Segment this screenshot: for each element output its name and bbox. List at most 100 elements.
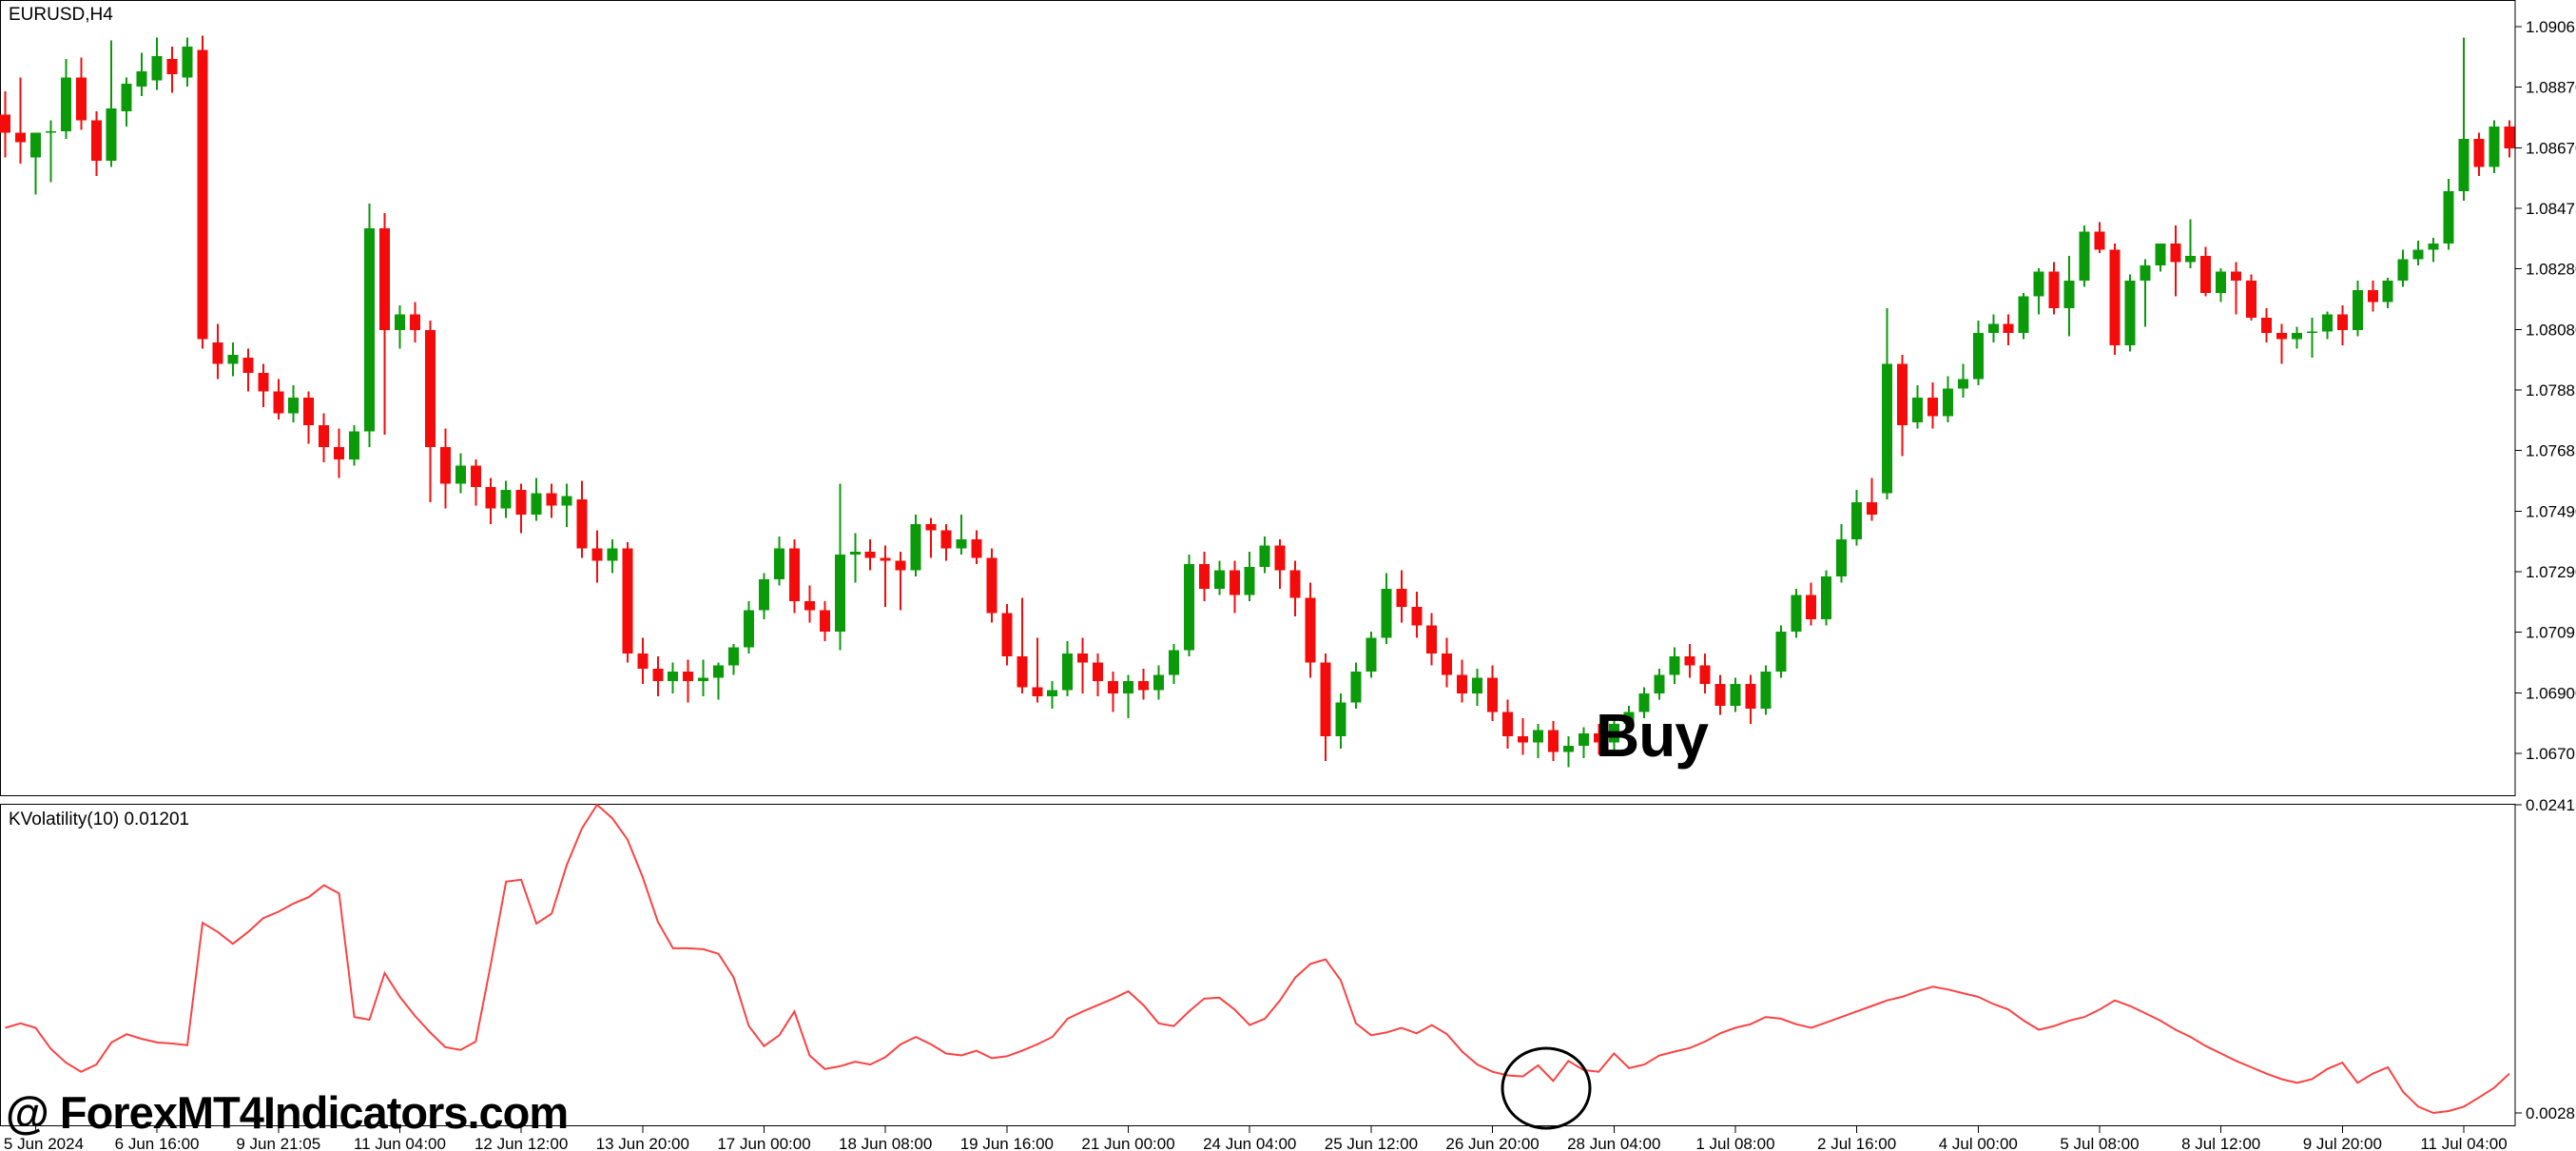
candle-body — [2170, 244, 2181, 263]
circle-annotation — [1501, 1046, 1592, 1130]
candle-body — [2489, 127, 2500, 167]
candle-body — [121, 83, 132, 112]
candle-body — [2246, 281, 2257, 318]
candle-body — [1198, 563, 1210, 589]
candle-body — [1882, 363, 1893, 494]
candle-body — [1987, 323, 1999, 334]
candle-body — [986, 557, 997, 614]
candle-body — [1289, 570, 1301, 598]
candle-body — [1032, 687, 1043, 697]
candle-body — [273, 391, 284, 414]
candle-body — [1867, 502, 1878, 516]
candle-body — [1108, 680, 1119, 693]
candle-body — [864, 551, 876, 558]
candle-body — [1851, 502, 1863, 540]
candle-body — [288, 398, 300, 414]
candle-body — [106, 107, 117, 161]
price-axis-label: 1.07885 — [2526, 381, 2576, 400]
candle-body — [1593, 732, 1604, 743]
candle-body — [424, 329, 436, 447]
candle-body — [1730, 684, 1741, 706]
candle-body — [1305, 597, 1316, 663]
candle-body — [2397, 259, 2409, 282]
candle-body — [29, 132, 41, 158]
candle-body — [45, 131, 56, 133]
candle-body — [227, 354, 239, 364]
candle-body — [1442, 653, 1453, 675]
candle-body — [455, 465, 466, 484]
candle-body — [698, 677, 709, 681]
candle-body — [2261, 317, 2273, 334]
candle-body — [2094, 231, 2105, 250]
candle-body — [1578, 732, 1589, 746]
time-axis-label: 13 Jun 20:00 — [596, 1135, 689, 1151]
candle-body — [1062, 653, 1074, 691]
candle-body — [713, 665, 725, 678]
candle-body — [1411, 607, 1423, 626]
candle-body — [1502, 712, 1514, 737]
candle-body — [212, 341, 223, 364]
candle-body — [819, 610, 830, 633]
candle-body — [1699, 665, 1711, 685]
price-axis-label: 1.07490 — [2526, 502, 2576, 520]
time-axis-label: 12 Jun 12:00 — [475, 1135, 568, 1151]
time-axis-label: 11 Jun 04:00 — [354, 1135, 446, 1151]
candle-body — [1138, 680, 1149, 691]
candle-body — [1183, 563, 1194, 651]
candle-body — [2200, 256, 2212, 294]
symbol-timeframe-label: EURUSD,H4 — [9, 5, 113, 25]
time-axis-label: 6 Jun 16:00 — [115, 1135, 200, 1151]
candle-body — [1942, 388, 1953, 417]
candle-body — [1152, 674, 1164, 691]
indicator-line — [5, 803, 2510, 1115]
price-axis-label: 1.08475 — [2526, 200, 2576, 218]
candle-body — [744, 610, 755, 648]
candle-body — [334, 446, 345, 459]
candle-body — [1093, 662, 1104, 681]
candle-body — [2336, 314, 2348, 330]
candle-body — [2382, 281, 2393, 302]
candle-body — [2079, 231, 2090, 282]
candle-body — [2473, 139, 2485, 167]
candle-body — [1168, 650, 1179, 675]
candle-body — [1077, 653, 1089, 663]
candle-body — [1669, 656, 1680, 675]
candle-body — [1547, 730, 1559, 752]
candle-body — [75, 77, 87, 121]
candle-body — [60, 77, 71, 132]
indicator-axis-label: 0.02413 — [2526, 796, 2576, 814]
time-axis-label: 25 Jun 12:00 — [1325, 1135, 1418, 1151]
candle-body — [1001, 613, 1013, 657]
candle-body — [728, 647, 740, 666]
time-axis-label: 26 Jun 20:00 — [1445, 1135, 1539, 1151]
main-pane-border — [0, 0, 2516, 796]
candle-body — [940, 530, 952, 549]
candle-body — [546, 493, 557, 506]
price-axis-label: 1.07685 — [2526, 442, 2576, 460]
candle-body — [439, 446, 451, 484]
candle-body — [1654, 674, 1665, 693]
candle-body — [1244, 567, 1255, 595]
time-axis-label: 5 Jul 08:00 — [2060, 1135, 2139, 1151]
candle-body — [485, 486, 496, 509]
candle-body — [591, 548, 603, 561]
time-axis-label: 9 Jul 20:00 — [2303, 1135, 2382, 1151]
candle-body — [2155, 244, 2166, 265]
candle-body — [197, 49, 208, 340]
candle-body — [1760, 672, 1772, 710]
candle-body — [470, 465, 481, 487]
indicator-axis-label: 0.00287 — [2526, 1104, 2576, 1122]
candle-body — [1017, 656, 1028, 688]
candle-body — [500, 490, 512, 509]
candle-body — [2216, 271, 2227, 294]
candle-body — [1213, 570, 1225, 589]
candle-body — [0, 114, 10, 133]
candle-body — [2124, 281, 2136, 346]
candle-body — [303, 398, 315, 426]
candle-body — [849, 551, 861, 556]
time-axis-label: 5 Jun 2024 — [4, 1135, 84, 1151]
time-axis-label: 2 Jul 16:00 — [1817, 1135, 1896, 1151]
candle-body — [2504, 127, 2515, 148]
